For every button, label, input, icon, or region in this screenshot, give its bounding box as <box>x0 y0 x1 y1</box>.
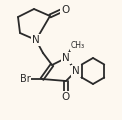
Text: O: O <box>62 92 70 102</box>
Text: N: N <box>72 66 80 76</box>
Text: O: O <box>61 5 69 15</box>
Text: N: N <box>32 35 40 45</box>
Text: CH₃: CH₃ <box>71 42 85 51</box>
Text: N: N <box>62 53 70 63</box>
Text: Br: Br <box>20 74 30 84</box>
